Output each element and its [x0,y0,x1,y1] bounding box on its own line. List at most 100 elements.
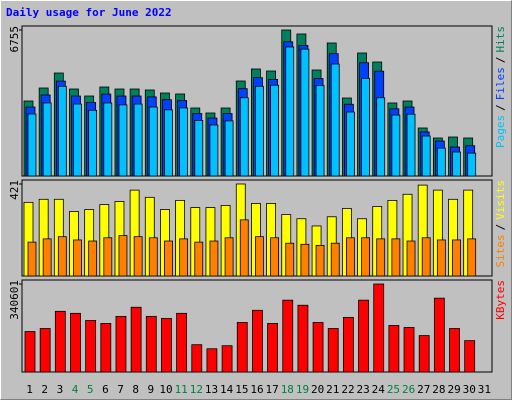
bar [361,237,370,277]
x-tick-label: 18 [281,383,294,396]
bar [164,109,173,177]
bar [161,317,172,373]
bar [342,316,354,373]
bar [73,239,82,277]
x-tick-label: 20 [311,383,324,396]
x-tick-label: 2 [41,383,48,396]
bar [176,312,188,373]
bar [133,236,143,277]
x-tick-label: 10 [159,383,172,396]
bar [282,299,294,373]
x-tick-label: 6 [102,383,109,396]
bar [191,344,203,373]
bar [285,46,295,177]
bar [403,327,415,373]
x-tick-label: 22 [341,383,354,396]
y-tick-label: 6755 [8,26,21,53]
bar [373,283,385,373]
bar [148,237,158,277]
bar [270,237,279,277]
bar [54,310,66,373]
bar [209,124,219,177]
bar [239,97,249,177]
x-tick-label: 29 [447,383,460,396]
bar [24,331,36,373]
bar [436,147,446,177]
x-tick-label: 4 [72,383,79,396]
x-tick-label: 14 [220,383,234,396]
bar [297,304,309,373]
x-tick-label: 15 [235,383,248,396]
x-tick-label: 23 [357,383,370,396]
bar [194,120,204,177]
legend-entry: KBytes [494,280,507,320]
bar [315,245,325,277]
x-tick-label: 19 [296,383,309,396]
bar [300,243,310,277]
bar [345,237,355,277]
bar [221,345,233,373]
bar [267,323,278,373]
bar [179,238,189,277]
bar [206,348,218,373]
bar [57,85,67,177]
bar [164,240,173,277]
bar [452,239,461,277]
bar [376,238,386,277]
bar [330,242,340,277]
legend-entry: Sites [494,234,507,267]
bar [148,106,158,177]
bar [391,238,401,277]
bar [433,297,445,373]
bar [179,107,189,177]
bar [118,104,128,177]
bar [73,103,82,177]
x-tick-label: 13 [205,383,218,396]
bar [130,306,142,373]
bar [252,309,263,373]
bar [391,114,401,177]
bar [209,240,219,277]
bar [239,219,249,277]
legend-entry: Pages [494,115,507,148]
bar [115,315,127,373]
x-tick-label: 7 [117,383,124,396]
x-tick-label: 1 [26,383,33,396]
bar [467,152,477,177]
bar [361,77,370,177]
bar [406,113,416,177]
legend-entry: Hits [494,26,507,53]
y-tick-label: 340601 [8,280,21,320]
x-tick-label: 27 [417,383,430,396]
bar [118,235,128,277]
bar [330,63,340,177]
bar [270,84,279,177]
legend-entry: Visits [494,180,507,220]
bar [88,109,98,177]
x-tick-label: 21 [326,383,339,396]
bar [376,97,386,177]
x-tick-label: 26 [402,383,415,396]
legend: Pages / Files / Hits [494,26,507,148]
x-tick-label: 24 [372,383,386,396]
bar [27,113,37,177]
bar [70,312,81,373]
legend: KBytes [494,280,507,320]
bar [436,239,446,277]
bar [300,48,310,177]
bar [27,241,37,277]
x-tick-label: 30 [463,383,476,396]
x-tick-label: 12 [190,383,203,396]
bar [133,103,143,177]
chart-title: Daily usage for June 2022 [6,6,172,19]
bar [418,335,430,373]
x-tick-label: 8 [132,383,139,396]
bar [327,328,339,373]
legend-entry: Files [494,67,507,100]
bar [103,237,113,277]
x-tick-label: 11 [175,383,188,396]
x-tick-label: 5 [87,383,94,396]
y-tick-label: 421 [8,180,21,200]
legend-separator: / [494,104,507,111]
bar [312,322,324,373]
